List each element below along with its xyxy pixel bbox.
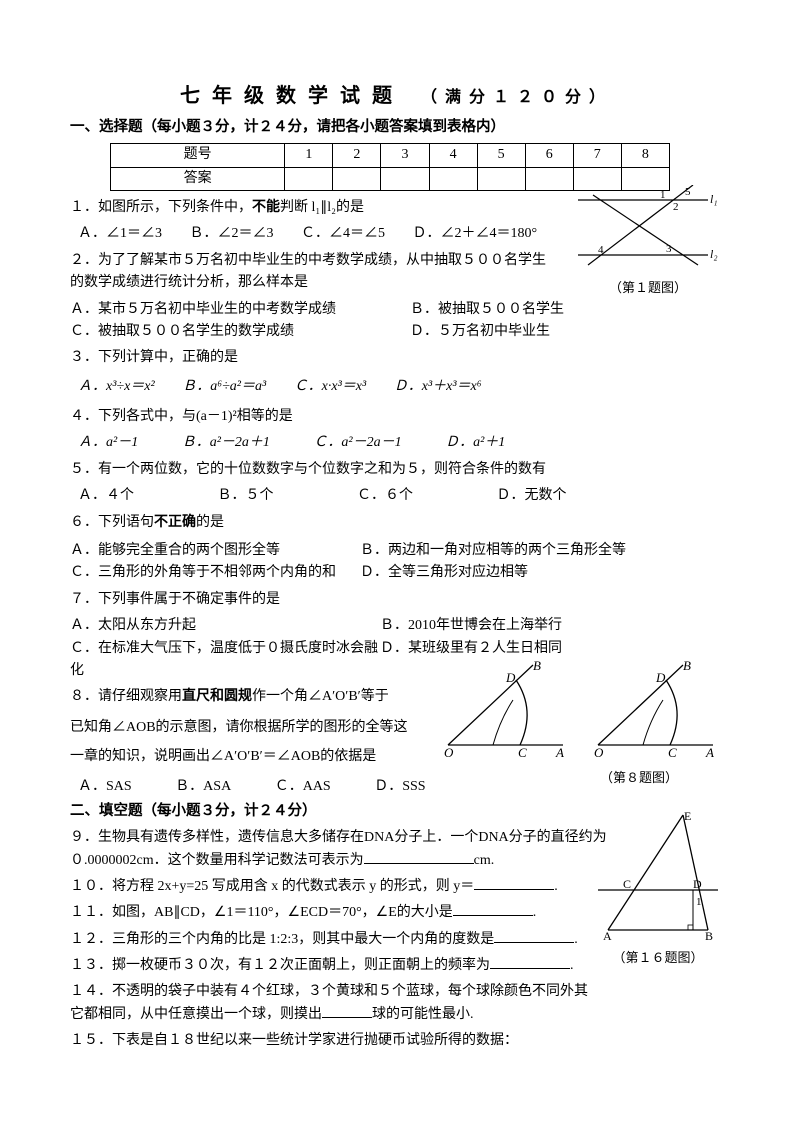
col: 1 — [285, 144, 333, 167]
svg-text:1: 1 — [660, 189, 666, 201]
q2-options: Ａ．某市５万名初中毕业生的中考数学成绩 Ｂ．被抽取５００名学生 Ｃ．被抽取５００… — [70, 299, 723, 344]
col: 6 — [525, 144, 573, 167]
triangle-diagram-icon: A B C D E 1 — [598, 810, 718, 940]
question-14: １４．不透明的袋子中装有４个红球，３个黄球和５个蓝球，每个球除颜色不同外其它都相… — [70, 981, 590, 1026]
table-row: 题号 1 2 3 4 5 6 7 8 — [111, 144, 670, 167]
q3-options: Ａ．x³÷x＝x² Ｂ．a⁶÷a²＝a³ Ｃ．x·x³＝x³ Ｄ．x³＋x³＝x… — [78, 376, 723, 398]
svg-text:l₂: l₂ — [710, 247, 718, 261]
svg-text:3: 3 — [666, 243, 672, 255]
svg-text:B: B — [705, 929, 713, 940]
question-6: ６．下列语句不正确的是 — [70, 512, 723, 534]
opt: Ｂ．ASA — [175, 776, 231, 798]
row-label: 题号 — [111, 144, 285, 167]
opt: Ａ．∠1＝∠3 — [78, 223, 162, 245]
question-8-line2: 已知角∠AOB的示意图，请你根据所学的图形的全等这一章的知识，说明画出∠A′O′… — [70, 713, 420, 772]
opt: Ｄ．无数个 — [497, 485, 567, 507]
q5-options: Ａ．４个 Ｂ．５个 Ｃ．６个 Ｄ．无数个 — [78, 485, 723, 507]
opt: Ｄ．SSS — [374, 776, 425, 798]
svg-text:A: A — [603, 929, 612, 940]
opt: Ｃ．a²－2a－1 — [313, 432, 401, 454]
figure-caption: （第１题图） — [578, 278, 718, 299]
opt: Ａ．x³÷x＝x² — [78, 376, 155, 398]
svg-text:D: D — [505, 670, 516, 685]
lines-diagram-icon: 1 2 5 4 3 l₁ l₂ — [578, 185, 718, 270]
col: 4 — [429, 144, 477, 167]
opt: Ａ．４个 — [78, 485, 134, 507]
svg-text:B: B — [683, 660, 691, 673]
svg-text:E: E — [684, 810, 691, 823]
opt: Ｃ．AAS — [275, 776, 331, 798]
opt: Ｄ．x³＋x³＝x⁶ — [394, 376, 482, 398]
svg-text:4: 4 — [598, 244, 604, 256]
opt: Ａ．某市５万名初中毕业生的中考数学成绩 — [70, 299, 410, 321]
figure-caption: （第８题图） — [438, 768, 718, 789]
svg-text:C: C — [623, 877, 631, 891]
q4-options: Ａ．a²－1 Ｂ．a²－2a＋1 Ｃ．a²－2a－1 Ｄ．a²＋1 — [78, 432, 723, 454]
opt: Ｄ．a²＋1 — [445, 432, 505, 454]
question-2: ２．为了了解某市５万名初中毕业生的中考数学成绩，从中抽取５００名学生的数学成绩进… — [70, 250, 550, 295]
col: 5 — [477, 144, 525, 167]
opt: Ｃ．∠4＝∠5 — [301, 223, 385, 245]
svg-text:5: 5 — [685, 186, 691, 198]
question-4: ４．下列各式中，与(a－1)²相等的是 — [70, 406, 723, 428]
opt: Ｂ．∠2＝∠3 — [190, 223, 274, 245]
col: 8 — [621, 144, 669, 167]
opt: Ｂ．a²－2a＋1 — [182, 432, 270, 454]
opt: Ａ．太阳从东方升起 — [70, 615, 380, 637]
exam-title: 七年级数学试题 （满分１２０分） — [70, 80, 723, 112]
question-5: ５．有一个两位数，它的十位数数字与个位数字之和为５，则符合条件的数有 — [70, 459, 723, 481]
opt: Ｄ．∠2＋∠4＝180° — [413, 223, 538, 245]
opt: Ｂ．５个 — [218, 485, 274, 507]
svg-text:O: O — [444, 745, 454, 760]
opt: Ｃ．三角形的外角等于不相邻两个内角的和 — [70, 562, 360, 584]
compass-construction-icon: O C A D B O C A D B — [438, 660, 718, 760]
figure-q1: 1 2 5 4 3 l₁ l₂ （第１题图） — [578, 185, 718, 299]
opt: Ｄ．全等三角形对应边相等 — [360, 562, 528, 584]
svg-text:O: O — [594, 745, 604, 760]
svg-text:l₁: l₁ — [710, 192, 718, 206]
svg-text:2: 2 — [673, 201, 679, 213]
svg-text:A: A — [555, 745, 564, 760]
opt: Ｂ．a⁶÷a²＝a³ — [182, 376, 266, 398]
svg-text:D: D — [655, 670, 666, 685]
svg-text:B: B — [533, 660, 541, 673]
col: 3 — [381, 144, 429, 167]
opt: Ａ．a²－1 — [78, 432, 138, 454]
opt: Ｃ．被抽取５００名学生的数学成绩 — [70, 321, 410, 343]
question-7: ７．下列事件属于不确定事件的是 — [70, 589, 723, 611]
section1-header: 一、选择题（每小题３分，计２４分，请把各小题答案填到表格内） — [70, 116, 723, 139]
svg-text:C: C — [668, 745, 677, 760]
svg-text:C: C — [518, 745, 527, 760]
opt: Ｃ．x·x³＝x³ — [294, 376, 367, 398]
figure-caption: （第１６题图） — [598, 948, 718, 969]
col: 7 — [573, 144, 621, 167]
figure-q16: A B C D E 1 （第１６题图） — [598, 810, 718, 969]
svg-text:1: 1 — [696, 896, 702, 908]
opt: Ｂ．两边和一角对应相等的两个三角形全等 — [360, 540, 626, 562]
row-label: 答案 — [111, 167, 285, 190]
answer-table: 题号 1 2 3 4 5 6 7 8 答案 — [110, 143, 670, 191]
question-15: １５．下表是自１８世纪以来一些统计学家进行抛硬币试验所得的数据： — [70, 1030, 723, 1052]
opt: Ｂ．被抽取５００名学生 — [410, 299, 564, 321]
q6-options: Ａ．能够完全重合的两个图形全等 Ｂ．两边和一角对应相等的两个三角形全等 Ｃ．三角… — [70, 540, 723, 585]
opt: Ｃ．在标准大气压下，温度低于０摄氏度时冰会融化 — [70, 638, 380, 683]
opt: Ｃ．６个 — [357, 485, 413, 507]
opt: Ａ．SAS — [78, 776, 132, 798]
opt: Ｂ．2010年世博会在上海举行 — [380, 615, 562, 637]
svg-text:A: A — [705, 745, 714, 760]
svg-text:D: D — [693, 877, 702, 891]
col: 2 — [333, 144, 381, 167]
figure-q8: O C A D B O C A D B （第８题图） — [438, 660, 718, 789]
opt: Ａ．能够完全重合的两个图形全等 — [70, 540, 360, 562]
opt: Ｄ．５万名初中毕业生 — [410, 321, 550, 343]
question-3: ３．下列计算中，正确的是 — [70, 347, 723, 369]
question-9: ９．生物具有遗传多样性，遗传信息大多储存在DNA分子上．一个DNA分子的直径约为… — [70, 827, 630, 872]
